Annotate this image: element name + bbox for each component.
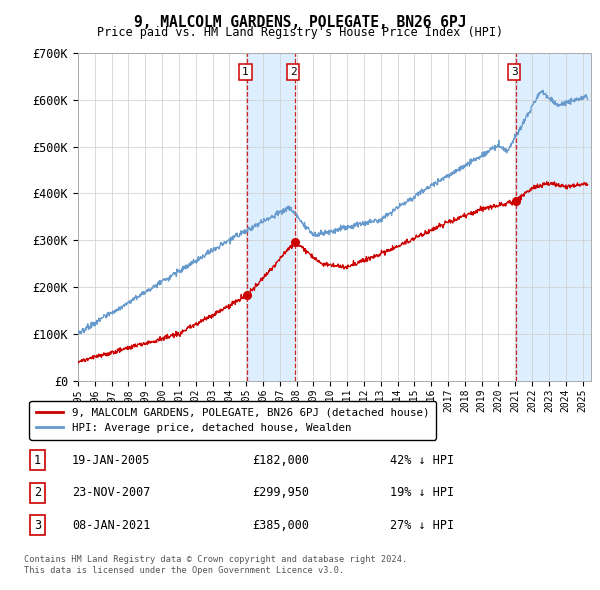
Text: 27% ↓ HPI: 27% ↓ HPI <box>390 519 454 532</box>
Text: £182,000: £182,000 <box>252 454 309 467</box>
Text: 2: 2 <box>34 486 41 499</box>
Bar <box>516 53 591 381</box>
Text: 2: 2 <box>290 67 296 77</box>
Text: 23-NOV-2007: 23-NOV-2007 <box>72 486 151 499</box>
Text: 19-JAN-2005: 19-JAN-2005 <box>72 454 151 467</box>
Text: 1: 1 <box>34 454 41 467</box>
Text: £299,950: £299,950 <box>252 486 309 499</box>
Text: Price paid vs. HM Land Registry's House Price Index (HPI): Price paid vs. HM Land Registry's House … <box>97 26 503 39</box>
Text: 9, MALCOLM GARDENS, POLEGATE, BN26 6PJ: 9, MALCOLM GARDENS, POLEGATE, BN26 6PJ <box>134 15 466 30</box>
Text: 3: 3 <box>34 519 41 532</box>
Text: 3: 3 <box>511 67 518 77</box>
Text: £385,000: £385,000 <box>252 519 309 532</box>
Text: 42% ↓ HPI: 42% ↓ HPI <box>390 454 454 467</box>
Text: 08-JAN-2021: 08-JAN-2021 <box>72 519 151 532</box>
Text: 19% ↓ HPI: 19% ↓ HPI <box>390 486 454 499</box>
Text: Contains HM Land Registry data © Crown copyright and database right 2024.: Contains HM Land Registry data © Crown c… <box>24 555 407 563</box>
Legend: 9, MALCOLM GARDENS, POLEGATE, BN26 6PJ (detached house), HPI: Average price, det: 9, MALCOLM GARDENS, POLEGATE, BN26 6PJ (… <box>29 401 436 440</box>
Text: This data is licensed under the Open Government Licence v3.0.: This data is licensed under the Open Gov… <box>24 566 344 575</box>
Bar <box>247 53 295 381</box>
Text: 1: 1 <box>242 67 249 77</box>
